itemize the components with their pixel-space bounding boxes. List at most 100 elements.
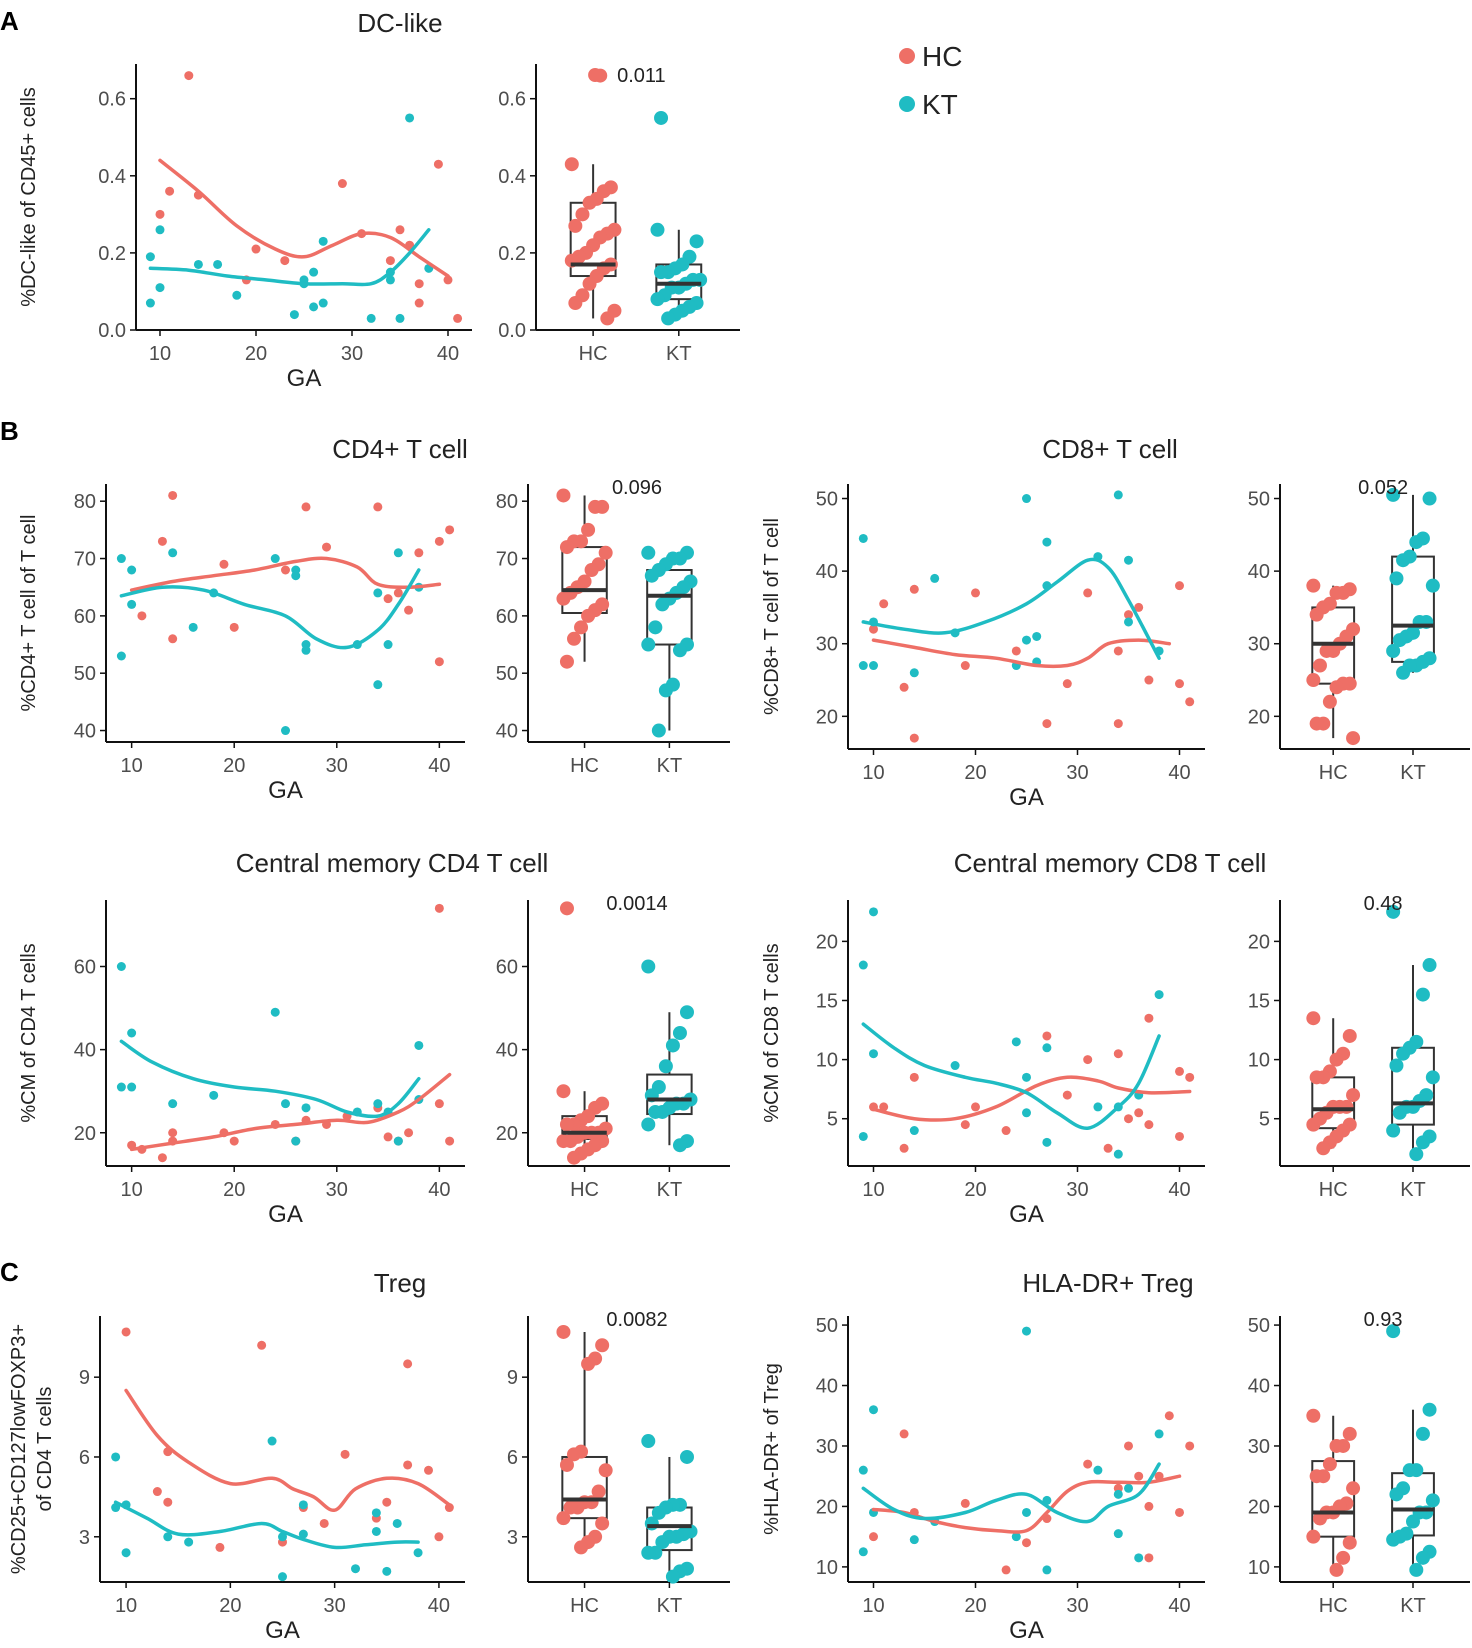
panel-label-c: C — [0, 1257, 19, 1287]
chart-title: Central memory CD8 T cell — [954, 848, 1267, 878]
scatter-point-hc — [1103, 1143, 1113, 1153]
scatter-point-kt — [318, 298, 328, 308]
x-tick-label: 40 — [428, 1595, 450, 1617]
scatter-point-kt — [1022, 635, 1031, 645]
chart-title: DC-like — [357, 8, 442, 38]
scatter-point-hc — [960, 1498, 970, 1508]
scatter-point-kt — [116, 1082, 126, 1092]
box-y-tick-label: 10 — [1248, 1557, 1270, 1579]
scatter-point-hc — [385, 256, 395, 266]
scatter-point-hc — [1144, 1013, 1154, 1023]
scatter-point-hc — [383, 1132, 393, 1142]
scatter-point-kt — [289, 310, 299, 320]
y-axis-label: %HLA-DR+ of Treg — [761, 1363, 783, 1535]
scatter-point-hc — [322, 542, 332, 552]
box-point-kt — [644, 1516, 659, 1531]
box-point-hc — [1306, 1529, 1321, 1544]
x-tick-label: 40 — [437, 343, 459, 365]
x-tick-label: 10 — [862, 1179, 884, 1201]
box-point-hc — [598, 1463, 613, 1478]
scatter-point-hc — [453, 313, 463, 323]
box-point-hc — [1309, 607, 1324, 622]
x-tick-label: 10 — [121, 755, 143, 777]
y-tick-label: 50 — [74, 663, 96, 685]
pvalue-label: 0.93 — [1364, 1309, 1403, 1331]
box-point-kt — [651, 1505, 666, 1520]
box-point-hc — [559, 1117, 574, 1132]
scatter-point-kt — [1032, 631, 1042, 641]
scatter-point-hc — [960, 1120, 970, 1130]
box-point-hc — [574, 620, 589, 635]
box-y-tick-label: 40 — [1248, 561, 1270, 583]
x-tick-label: 20 — [964, 762, 986, 784]
box-point-hc — [567, 631, 582, 646]
box-point-hc — [588, 499, 603, 514]
scatter-point-hc — [301, 502, 311, 512]
box-point-kt — [650, 292, 665, 307]
box-x-tick-label: HC — [1319, 1595, 1348, 1617]
scatter-point-kt — [301, 645, 311, 655]
scatter-point-kt — [209, 1090, 219, 1100]
scatter-point-hc — [1113, 1049, 1123, 1059]
scatter-point-hc — [1175, 679, 1184, 689]
box-x-tick-label: HC — [1319, 1179, 1348, 1201]
scatter-point-kt — [309, 267, 319, 277]
box-point-hc — [575, 207, 590, 222]
scatter-point-hc — [1062, 1090, 1072, 1100]
scatter-point-kt — [405, 113, 415, 123]
scatter-point-kt — [858, 1465, 868, 1475]
y-tick-label: 15 — [816, 990, 838, 1012]
box-point-hc — [556, 1134, 571, 1149]
chart-cm8: Central memory CD8 T cell 5 10 15 20 10 20 30 40… — [761, 848, 1470, 1228]
scatter-point-hc — [899, 1143, 909, 1153]
scatter-point-hc — [1185, 1072, 1195, 1082]
box-y-tick-label: 50 — [496, 663, 518, 685]
chart-title: CD8+ T cell — [1042, 434, 1178, 464]
chart-title: Central memory CD4 T cell — [236, 848, 549, 878]
scatter-point-hc — [1062, 679, 1072, 689]
x-tick-label: 30 — [1066, 762, 1088, 784]
scatter-point-hc — [443, 275, 453, 285]
x-tick-label: 10 — [149, 343, 171, 365]
scatter-point-hc — [1001, 1565, 1011, 1575]
scatter-point-kt — [393, 1136, 403, 1146]
scatter-point-kt — [298, 1500, 308, 1510]
scatter-point-kt — [858, 533, 868, 543]
box-x-tick-label: KT — [657, 1595, 683, 1617]
box-point-kt — [648, 1104, 663, 1119]
x-axis-label: GA — [268, 777, 303, 804]
scatter-point-kt — [1022, 494, 1031, 504]
scatter-point-kt — [188, 622, 198, 632]
scatter-point-hc — [383, 594, 393, 604]
scatter-point-hc — [1144, 1501, 1154, 1511]
scatter-point-kt — [869, 1049, 878, 1059]
box-y-tick-label: 20 — [496, 1123, 518, 1145]
box-point-hc — [1316, 1141, 1331, 1156]
y-tick-label: 20 — [816, 706, 838, 728]
scatter-point-kt — [1042, 1137, 1052, 1147]
scatter-point-kt — [193, 259, 203, 269]
y-tick-label: 20 — [74, 1123, 96, 1145]
scatter-point-hc — [1083, 1459, 1093, 1469]
trend-line-kt — [861, 557, 1161, 660]
box-y-tick-label: 20 — [1248, 706, 1270, 728]
scatter-point-hc — [1001, 1126, 1011, 1136]
scatter-point-hc — [382, 1497, 392, 1507]
box-point-hc — [1346, 731, 1361, 746]
box-point-kt — [1409, 1562, 1424, 1577]
y-axis-label: %CM of CD4 T cells — [18, 943, 40, 1122]
scatter-point-hc — [1124, 1114, 1133, 1124]
box-point-kt — [1415, 987, 1430, 1002]
box-point-kt — [1415, 1426, 1430, 1441]
scatter-point-kt — [395, 313, 405, 323]
box-y-tick-label: 0.6 — [498, 89, 526, 111]
legend-hc-swatch — [899, 48, 915, 64]
panel-label-b: B — [0, 416, 19, 446]
scatter-point-kt — [298, 1529, 308, 1539]
scatter-point-kt — [291, 565, 301, 575]
chart-dc: DC-like 0.0 0.2 0.4 0.6 10 20 30 40 GA %DC-like of… — [18, 8, 740, 392]
scatter-point-kt — [127, 599, 137, 609]
pvalue-label: 0.48 — [1364, 893, 1403, 915]
scatter-point-hc — [424, 1465, 433, 1475]
